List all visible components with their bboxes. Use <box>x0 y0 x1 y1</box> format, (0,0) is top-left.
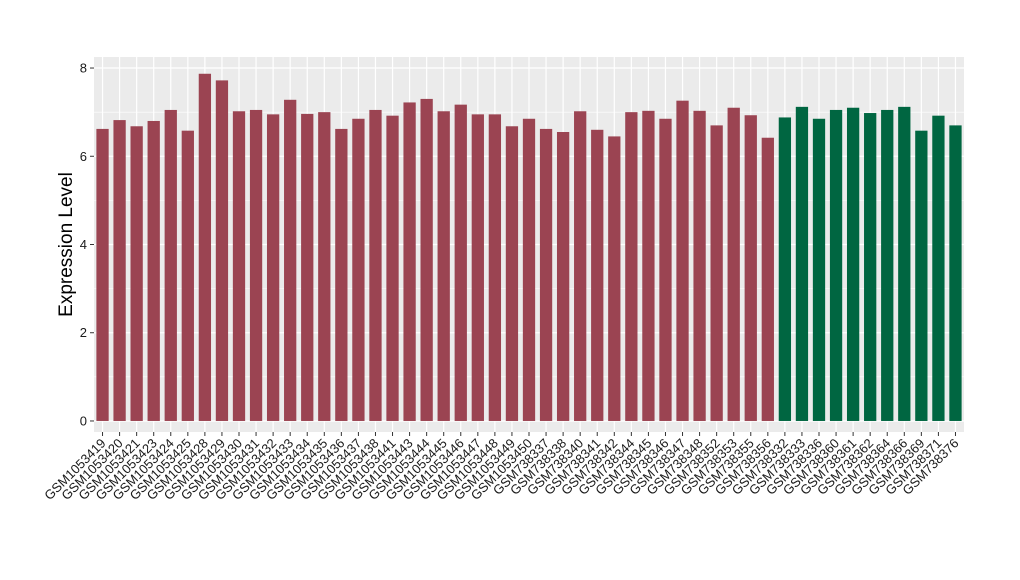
bar <box>522 118 536 421</box>
bar <box>249 109 263 421</box>
bar <box>437 111 450 421</box>
bar <box>284 99 297 421</box>
bar <box>642 110 655 421</box>
bar <box>556 132 570 421</box>
bar <box>710 125 723 421</box>
bar <box>318 112 331 421</box>
bar <box>386 115 399 421</box>
y-axis: 0 2 4 6 8 <box>80 61 94 428</box>
bar <box>864 113 877 421</box>
bar <box>676 100 689 421</box>
bar <box>744 115 757 421</box>
bar <box>147 120 160 421</box>
y-tick-label: 0 <box>80 413 87 428</box>
bar <box>727 107 740 421</box>
bar <box>846 107 860 421</box>
bar <box>898 106 911 421</box>
bar <box>352 118 365 421</box>
bar <box>488 114 502 421</box>
bar <box>881 109 894 421</box>
y-tick-label: 6 <box>80 149 87 164</box>
bar <box>232 111 246 421</box>
bar <box>778 117 792 421</box>
bar <box>795 106 809 421</box>
bar <box>539 128 553 421</box>
bar <box>369 109 382 421</box>
bar <box>301 113 314 421</box>
y-tick-label: 4 <box>80 237 87 252</box>
y-axis-title: Expression Level <box>56 172 77 317</box>
y-tick-label: 8 <box>80 61 87 76</box>
bar <box>420 98 433 421</box>
bar <box>915 130 928 421</box>
bar <box>215 80 229 421</box>
bar <box>949 125 962 421</box>
bar <box>505 126 519 421</box>
bar <box>454 104 467 421</box>
bar <box>471 114 484 421</box>
y-tick-label: 2 <box>80 325 87 340</box>
bar <box>625 112 638 421</box>
bar <box>693 110 706 421</box>
bar <box>608 136 621 421</box>
bars <box>96 73 962 421</box>
x-axis: GSM1053419GSM1053420GSM1053421GSM1053423… <box>41 432 962 503</box>
bar <box>574 111 587 421</box>
bar <box>113 120 126 421</box>
bar <box>812 118 826 421</box>
bar <box>130 126 143 421</box>
bar <box>659 118 672 421</box>
bar <box>266 114 280 421</box>
bar <box>164 109 177 421</box>
bar <box>829 109 843 421</box>
bar <box>335 128 348 421</box>
bar <box>591 129 604 421</box>
bar <box>403 102 416 421</box>
bar <box>181 130 194 421</box>
bar <box>932 115 945 421</box>
bar <box>96 128 109 421</box>
bar <box>198 73 212 421</box>
bar <box>761 137 774 421</box>
